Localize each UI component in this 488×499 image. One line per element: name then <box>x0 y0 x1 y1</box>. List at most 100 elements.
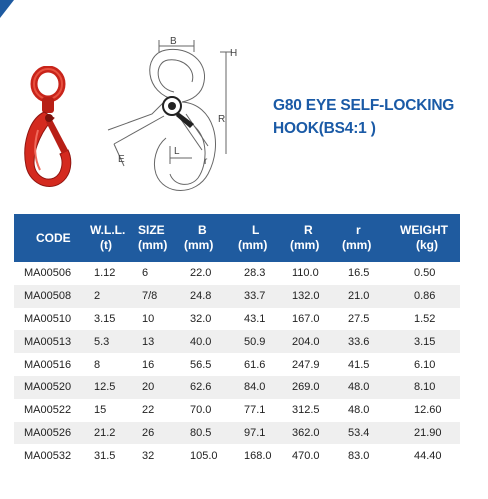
cell-b: 105.0 <box>184 444 238 468</box>
cell-l: 43.1 <box>238 307 290 331</box>
cell-weight: 44.40 <box>400 444 460 468</box>
cell-code: MA00522 <box>14 398 90 422</box>
cell-r-upper: 470.0 <box>290 444 342 468</box>
cell-size: 26 <box>138 421 184 445</box>
cell-code: MA00513 <box>14 330 90 354</box>
cell-weight: 6.10 <box>400 353 460 376</box>
cell-wll: 21.2 <box>90 421 138 445</box>
cell-weight: 8.10 <box>400 375 460 399</box>
cell-size: 13 <box>138 330 184 354</box>
cell-size: 20 <box>138 375 184 399</box>
cell-wll: 5.3 <box>90 330 138 354</box>
table-row: MA00513 5.3 13 40.0 50.9 204.0 33.6 3.15 <box>14 330 460 354</box>
table-row: MA00510 3.15 10 32.0 43.1 167.0 27.5 1.52 <box>14 307 460 331</box>
dim-label-r-upper: R <box>218 114 225 125</box>
cell-l: 168.0 <box>238 444 290 468</box>
cell-r-lower: 48.0 <box>342 375 400 399</box>
table-row: MA00526 21.2 26 80.5 97.1 362.0 53.4 21.90 <box>14 421 460 445</box>
cell-b: 24.8 <box>184 284 238 308</box>
cell-code: MA00532 <box>14 444 90 468</box>
table-row: MA00532 31.5 32 105.0 168.0 470.0 83.0 44.40 <box>14 444 460 468</box>
cell-r-lower: 33.6 <box>342 330 400 354</box>
cell-size: 10 <box>138 307 184 331</box>
cell-b: 80.5 <box>184 421 238 445</box>
cell-r-upper: 204.0 <box>290 330 342 354</box>
cell-wll: 1.12 <box>90 262 138 285</box>
cell-b: 62.6 <box>184 375 238 399</box>
hook-technical-drawing: B R r L E H <box>107 36 237 191</box>
cell-wll: 31.5 <box>90 444 138 468</box>
cell-b: 22.0 <box>184 262 238 285</box>
dim-label-h: H <box>230 48 237 59</box>
header-b: B (mm) <box>184 214 238 262</box>
cell-r-lower: 27.5 <box>342 307 400 331</box>
cell-l: 97.1 <box>238 421 290 445</box>
cell-code: MA00520 <box>14 375 90 399</box>
specification-table: CODE W.L.L. (t) SIZE (mm) B (mm) L (mm) R (mm… <box>14 214 460 468</box>
cell-r-lower: 48.0 <box>342 398 400 422</box>
cell-code: MA00510 <box>14 307 90 331</box>
header-wll: W.L.L. (t) <box>90 214 138 262</box>
cell-b: 70.0 <box>184 398 238 422</box>
cell-wll: 12.5 <box>90 375 138 399</box>
cell-weight: 12.60 <box>400 398 460 422</box>
product-title-line-1: G80 EYE SELF-LOCKING <box>273 97 455 114</box>
cell-r-upper: 312.5 <box>290 398 342 422</box>
cell-b: 56.5 <box>184 353 238 376</box>
table-row: MA00516 8 16 56.5 61.6 247.9 41.5 6.10 <box>14 353 460 376</box>
cell-r-lower: 41.5 <box>342 353 400 376</box>
cell-size: 7/8 <box>138 284 184 308</box>
cell-r-lower: 16.5 <box>342 262 400 285</box>
cell-r-lower: 83.0 <box>342 444 400 468</box>
cell-r-upper: 110.0 <box>290 262 342 285</box>
cell-size: 6 <box>138 262 184 285</box>
cell-weight: 0.86 <box>400 284 460 308</box>
cell-wll: 2 <box>90 284 138 308</box>
cell-l: 28.3 <box>238 262 290 285</box>
cell-wll: 3.15 <box>90 307 138 331</box>
cell-l: 50.9 <box>238 330 290 354</box>
cell-size: 16 <box>138 353 184 376</box>
cell-b: 40.0 <box>184 330 238 354</box>
cell-wll: 8 <box>90 353 138 376</box>
cell-l: 77.1 <box>238 398 290 422</box>
cell-l: 33.7 <box>238 284 290 308</box>
cell-weight: 1.52 <box>400 307 460 331</box>
table-row: MA00520 12.5 20 62.6 84.0 269.0 48.0 8.10 <box>14 375 460 399</box>
header-r-lower: r (mm) <box>342 214 400 262</box>
dim-label-r-lower: r <box>204 156 208 167</box>
cell-r-upper: 132.0 <box>290 284 342 308</box>
dim-label-e: E <box>118 154 125 165</box>
cell-r-lower: 21.0 <box>342 284 400 308</box>
cell-size: 32 <box>138 444 184 468</box>
cell-weight: 0.50 <box>400 262 460 285</box>
cell-wll: 15 <box>90 398 138 422</box>
corner-accent <box>0 0 14 18</box>
header-r-upper: R (mm) <box>290 214 342 262</box>
cell-l: 84.0 <box>238 375 290 399</box>
header-l: L (mm) <box>238 214 290 262</box>
header-size: SIZE (mm) <box>138 214 184 262</box>
cell-code: MA00506 <box>14 262 90 285</box>
dim-label-l: L <box>174 146 180 157</box>
cell-b: 32.0 <box>184 307 238 331</box>
product-title: G80 EYE SELF-LOCKING HOOK(BS4:1 ) <box>273 94 483 140</box>
table-header-row: CODE W.L.L. (t) SIZE (mm) B (mm) L (mm) R (mm… <box>14 214 460 262</box>
cell-code: MA00508 <box>14 284 90 308</box>
product-title-line-2: HOOK(BS4:1 ) <box>273 120 376 137</box>
header-weight: WEIGHT (kg) <box>400 214 460 262</box>
cell-r-upper: 269.0 <box>290 375 342 399</box>
cell-r-upper: 167.0 <box>290 307 342 331</box>
cell-l: 61.6 <box>238 353 290 376</box>
dim-label-b: B <box>170 36 177 47</box>
table-row: MA00508 2 7/8 24.8 33.7 132.0 21.0 0.86 <box>14 284 460 308</box>
hook-product-photo <box>24 66 72 187</box>
cell-r-upper: 362.0 <box>290 421 342 445</box>
cell-weight: 21.90 <box>400 421 460 445</box>
cell-code: MA00526 <box>14 421 90 445</box>
table-row: MA00522 15 22 70.0 77.1 312.5 48.0 12.60 <box>14 398 460 422</box>
header-code: CODE <box>14 214 90 262</box>
table-row: MA00506 1.12 6 22.0 28.3 110.0 16.5 0.50 <box>14 262 460 285</box>
cell-size: 22 <box>138 398 184 422</box>
cell-weight: 3.15 <box>400 330 460 354</box>
